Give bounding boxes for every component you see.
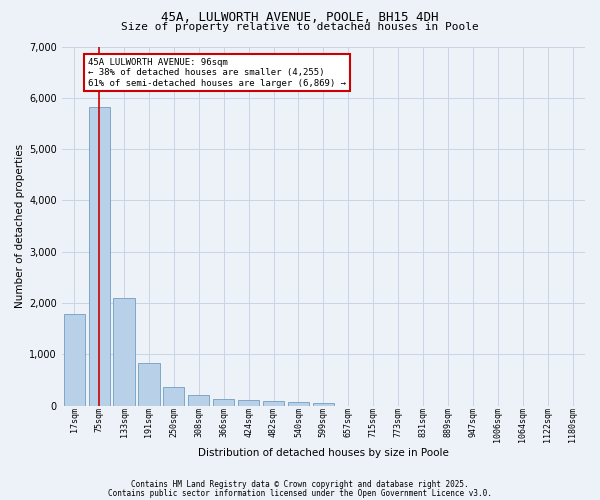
Text: Contains public sector information licensed under the Open Government Licence v3: Contains public sector information licen…	[108, 488, 492, 498]
Y-axis label: Number of detached properties: Number of detached properties	[15, 144, 25, 308]
Text: Size of property relative to detached houses in Poole: Size of property relative to detached ho…	[121, 22, 479, 32]
Bar	[64, 314, 85, 406]
X-axis label: Distribution of detached houses by size in Poole: Distribution of detached houses by size …	[198, 448, 449, 458]
Bar	[139, 364, 160, 406]
Bar	[313, 402, 334, 406]
Bar	[163, 387, 184, 406]
Text: 45A LULWORTH AVENUE: 96sqm
← 38% of detached houses are smaller (4,255)
61% of s: 45A LULWORTH AVENUE: 96sqm ← 38% of deta…	[88, 58, 346, 88]
Text: 45A, LULWORTH AVENUE, POOLE, BH15 4DH: 45A, LULWORTH AVENUE, POOLE, BH15 4DH	[161, 11, 439, 24]
Bar	[188, 395, 209, 406]
Bar	[89, 107, 110, 406]
Bar	[263, 401, 284, 406]
Text: Contains HM Land Registry data © Crown copyright and database right 2025.: Contains HM Land Registry data © Crown c…	[131, 480, 469, 489]
Bar	[288, 402, 309, 406]
Bar	[113, 298, 134, 406]
Bar	[213, 399, 235, 406]
Bar	[238, 400, 259, 406]
